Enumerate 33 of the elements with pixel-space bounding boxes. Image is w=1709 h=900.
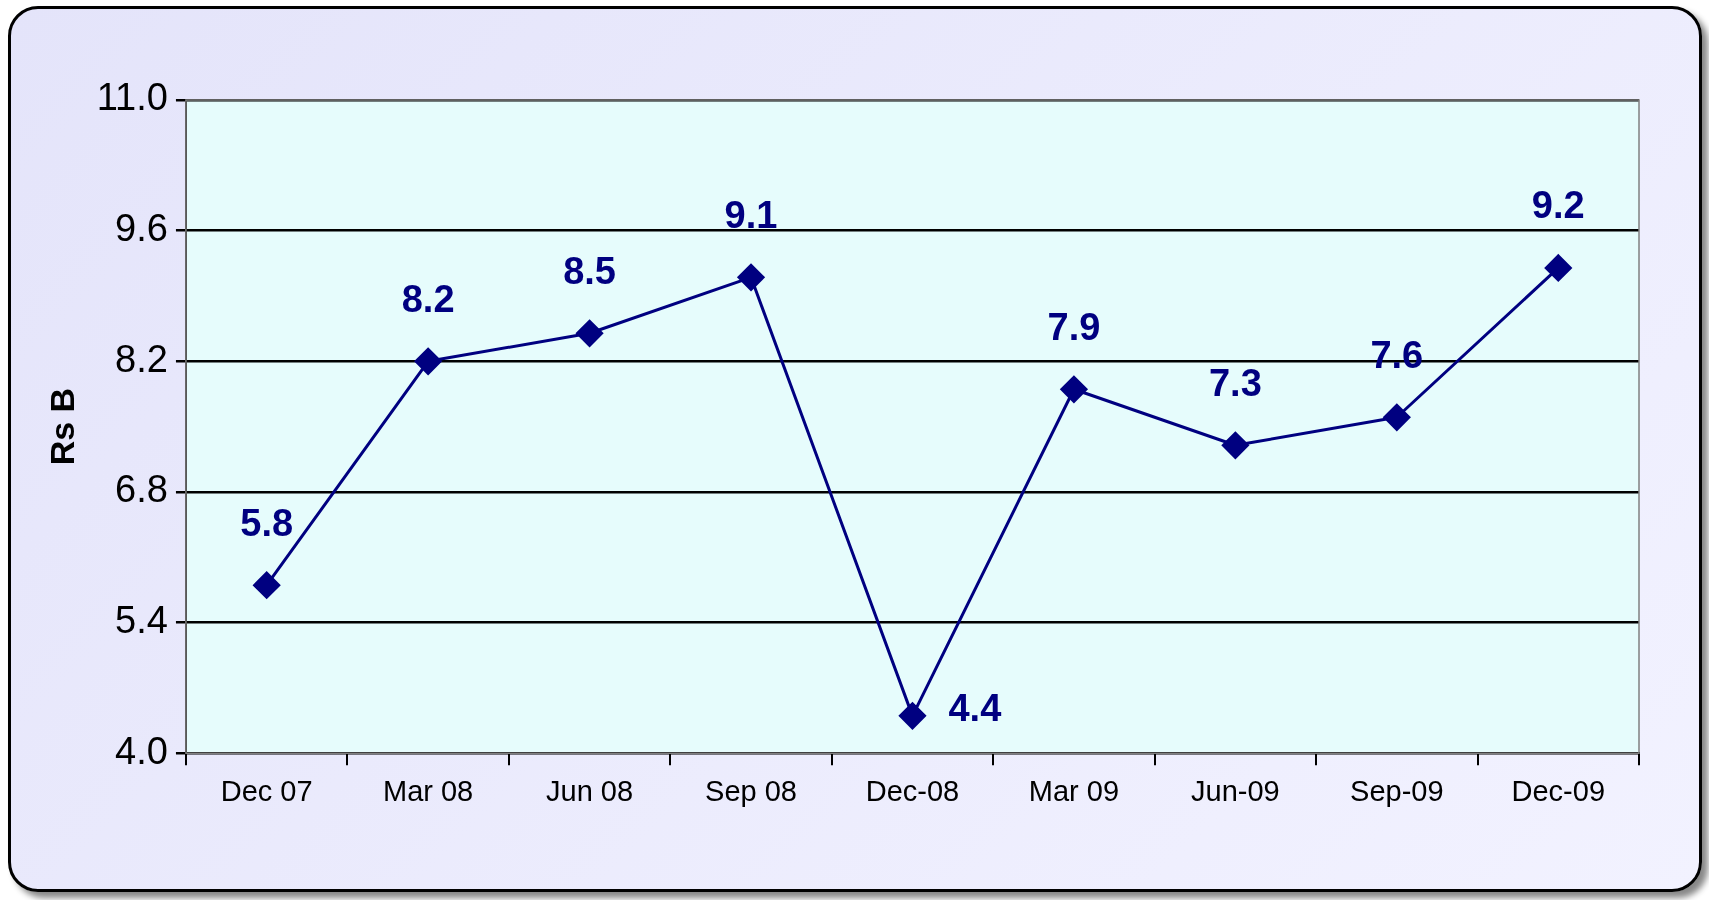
point (1544, 254, 1572, 282)
data-label: 9.2 (1531, 184, 1585, 227)
data-label: 7.3 (1208, 361, 1262, 404)
data-label: 4.4 (948, 687, 1002, 730)
x-tick-label: Sep 08 (705, 774, 797, 807)
y-tick-label: 8.2 (115, 337, 168, 380)
x-tick-label: Jun 08 (546, 774, 634, 807)
y-tick-label: 9.6 (115, 207, 168, 250)
x-tick-label: Dec 07 (220, 774, 313, 807)
point (576, 319, 604, 347)
data-label: 9.1 (724, 193, 778, 236)
point (898, 702, 926, 730)
data-label: 8.5 (563, 249, 616, 292)
point (1060, 375, 1088, 403)
point (737, 263, 765, 291)
y-axis-title: Rs B (42, 387, 81, 466)
x-tick-label: Mar 08 (382, 774, 474, 807)
x-tick-label: Mar 09 (1028, 774, 1120, 807)
y-tick-label: 11.0 (96, 76, 168, 119)
data-label: 8.2 (401, 277, 455, 320)
x-tick-label: Sep-09 (1350, 774, 1444, 807)
data-label: 7.9 (1047, 305, 1101, 348)
point (1221, 431, 1249, 459)
point (253, 571, 281, 599)
y-tick-label: 6.8 (115, 468, 168, 511)
y-tick-label: 5.4 (115, 599, 168, 642)
x-tick-label: Dec-09 (1511, 774, 1606, 807)
data-label: 5.8 (240, 501, 294, 544)
x-tick-label: Dec-08 (865, 774, 960, 807)
y-tick-label: 4.0 (115, 729, 168, 772)
point (1383, 403, 1411, 431)
x-tick-label: Jun-09 (1191, 774, 1280, 807)
point (414, 347, 442, 375)
